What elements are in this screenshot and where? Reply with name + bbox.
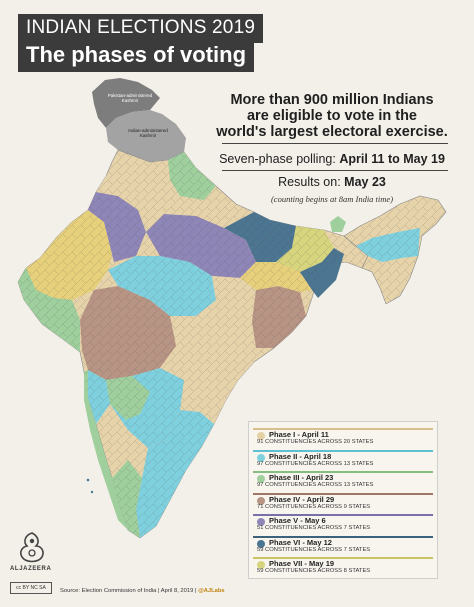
subtitle: The phases of voting xyxy=(18,40,255,72)
results-date: Results on: May 23 xyxy=(278,175,386,189)
legend-item: Phase III - April 23 97 CONSTITUENCIES AC… xyxy=(253,471,433,491)
legend-item: Phase I - April 11 91 CONSTITUENCIES ACRO… xyxy=(253,428,433,448)
aljazeera-logo-icon xyxy=(20,532,44,563)
legend-color-bar xyxy=(253,535,433,538)
legend-phase-label: Phase VI - May 12 xyxy=(269,537,332,547)
legend-phase-label: Phase IV - April 29 xyxy=(269,494,335,504)
legend-swatch-icon xyxy=(257,539,265,548)
legend-phase-label: Phase III - April 23 xyxy=(269,473,334,482)
pakistan-kashmir-label: Pakistan-administered Kashmir xyxy=(107,93,153,103)
legend-color-bar xyxy=(253,471,433,473)
aljazeera-wordmark: ALJAZEERA xyxy=(10,566,52,572)
polling-dates: Seven-phase polling: April 11 to May 19 xyxy=(219,152,445,166)
region-sikkim xyxy=(330,216,346,232)
india-kashmir-label: Indian-administered Kashmir xyxy=(128,128,168,138)
legend-constituencies: 59 CONSTITUENCIES ACROSS 7 STATES xyxy=(257,546,371,553)
legend-item: Phase V - May 6 51 CONSTITUENCIES ACROSS … xyxy=(253,514,433,534)
kashmir-india-region xyxy=(106,110,186,162)
legend-color-bar xyxy=(253,557,433,559)
legend-swatch-icon xyxy=(257,432,265,440)
legend-constituencies: 97 CONSTITUENCIES ACROSS 13 STATES xyxy=(257,482,374,488)
footer-source: Source: Election Commission of India | A… xyxy=(60,588,225,594)
legend-phase-label: Phase VII - May 19 xyxy=(269,559,335,568)
legend-swatch-icon xyxy=(257,475,265,483)
legend-phase-label: Phase I - April 11 xyxy=(269,430,329,439)
legend-swatch-icon xyxy=(257,561,265,569)
creative-commons-badge: cc BY NC SA xyxy=(10,582,52,594)
legend-phase-label: Phase V - May 6 xyxy=(269,516,326,525)
legend-color-bar xyxy=(253,428,433,430)
legend-swatch-icon xyxy=(257,496,265,505)
legend-item: Phase II - April 18 97 CONSTITUENCIES ACR… xyxy=(253,449,433,470)
legend-constituencies: 91 CONSTITUENCIES ACROSS 20 STATES xyxy=(257,439,374,445)
legend-constituencies: 97 CONSTITUENCIES ACROSS 13 STATES xyxy=(257,460,374,467)
headline: More than 900 million Indians are eligib… xyxy=(216,92,448,140)
legend-color-bar xyxy=(253,449,433,452)
legend-swatch-icon xyxy=(257,518,265,526)
legend-constituencies: 59 CONSTITUENCIES ACROSS 8 STATES xyxy=(257,568,371,574)
legend-item: Phase VI - May 12 59 CONSTITUENCIES ACROS… xyxy=(253,535,433,556)
divider-middle xyxy=(222,170,448,171)
lakshadweep-islands xyxy=(86,478,94,494)
legend-constituencies: 51 CONSTITUENCIES ACROSS 7 STATES xyxy=(257,525,371,531)
legend-item: Phase IV - April 29 71 CONSTITUENCIES ACR… xyxy=(253,492,433,513)
legend-color-bar xyxy=(253,492,433,495)
divider-top xyxy=(222,143,448,144)
legend-color-bar xyxy=(253,514,433,516)
kashmir-pakistan-region xyxy=(92,78,160,128)
phase-legend: Phase I - April 11 91 CONSTITUENCIES ACRO… xyxy=(248,421,438,579)
legend-swatch-icon xyxy=(257,453,265,462)
legend-constituencies: 71 CONSTITUENCIES ACROSS 9 STATES xyxy=(257,503,371,510)
counting-note: (counting begins at 8am India time) xyxy=(270,194,394,204)
legend-phase-label: Phase II - April 18 xyxy=(269,451,332,461)
title: INDIAN ELECTIONS 2019 xyxy=(18,14,264,43)
legend-item: Phase VII - May 19 59 CONSTITUENCIES ACRO… xyxy=(253,557,433,577)
